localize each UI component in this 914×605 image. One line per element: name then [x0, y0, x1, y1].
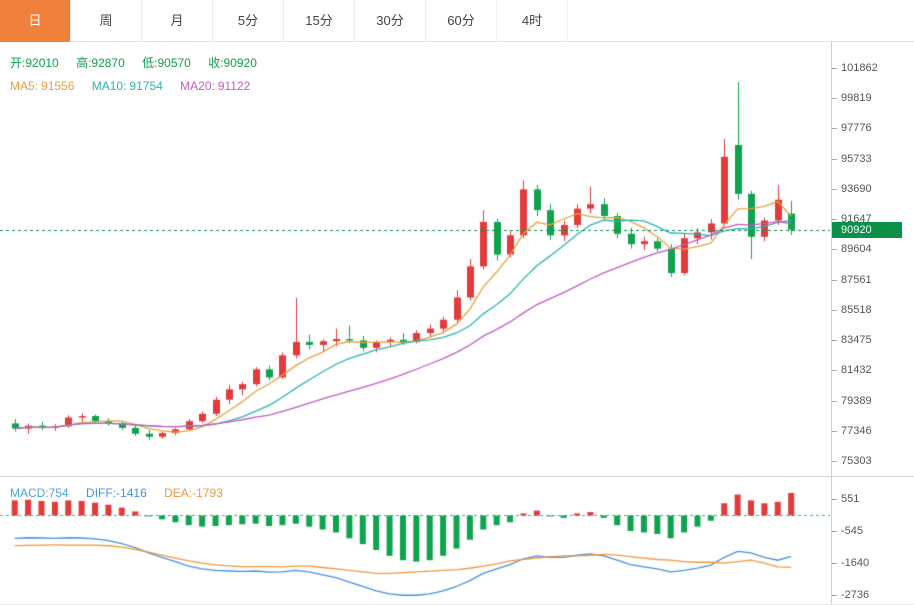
ma20-readout: MA20: 91122 [180, 79, 250, 93]
diff-readout: DIFF:-1416 [86, 486, 147, 500]
price-axis-label: 101862 [832, 61, 878, 75]
open-value: 92010 [25, 56, 59, 70]
close-value: 90920 [223, 56, 257, 70]
high-label: 高: [76, 56, 92, 70]
period-tab-8[interactable]: 4时 [497, 0, 568, 42]
macd-panel: MACD:754 DIFF:-1416 DEA:-1793 551 -545 -16… [0, 477, 914, 605]
macd-chart-canvas[interactable] [0, 477, 830, 604]
price-axis-label: 89604 [832, 242, 872, 256]
period-tab-2[interactable]: 周 [71, 0, 142, 42]
price-axis-label: 81432 [832, 363, 872, 377]
period-tab-1[interactable]: 日 [0, 0, 71, 42]
price-axis-label: 77346 [832, 424, 872, 438]
macd-axis-label: -545 [832, 524, 863, 538]
period-tab-7[interactable]: 60分 [426, 0, 497, 42]
macd-readout: MACD:754 DIFF:-1416 DEA:-1793 [10, 486, 237, 500]
open-label: 开: [10, 56, 26, 70]
open-readout: 开:92010 [10, 56, 59, 70]
low-value: 90570 [157, 56, 191, 70]
candlestick-chart-canvas[interactable] [0, 42, 830, 476]
close-readout: 收:90920 [208, 56, 257, 70]
price-axis-label: 75303 [832, 454, 872, 468]
dea-value: -1793 [192, 486, 223, 500]
close-label: 收: [208, 56, 224, 70]
price-axis-label: 79389 [832, 394, 872, 408]
price-axis: 101862 99819 97776 95733 93690 91647 89604 8756… [831, 42, 914, 476]
low-label: 低: [142, 56, 158, 70]
last-price-tag: 90920 [832, 221, 902, 238]
period-tab-5[interactable]: 15分 [284, 0, 355, 42]
ma20-value: 91122 [217, 79, 251, 93]
high-value: 92870 [91, 56, 125, 70]
ma10-label: MA10: [91, 79, 127, 93]
macd-axis-label: 551 [832, 492, 859, 506]
period-tabbar: 日周月 5分 15分 30分 60分 4时 [0, 0, 914, 42]
low-readout: 低:90570 [142, 56, 191, 70]
macd-value-readout: MACD:754 [10, 486, 69, 500]
diff-label: DIFF: [86, 486, 117, 500]
ma20-label: MA20: [180, 79, 215, 93]
main-chart-panel: 开:92010 高:92870 低:90570 收:90920 MA5: 9155… [0, 42, 914, 477]
ohlc-readout: 开:92010 高:92870 低:90570 收:90920 [10, 54, 271, 71]
ma5-readout: MA5: 91556 [10, 79, 74, 93]
ma-readout: MA5: 91556 MA10: 91754 MA20: 91122 [10, 79, 264, 93]
price-axis-label: 95733 [832, 152, 872, 166]
macd-value-axis: 551 -545 -1640 -2736 [831, 477, 914, 604]
macd-axis-label: -1640 [832, 556, 869, 570]
diff-value: -1416 [116, 486, 147, 500]
period-tab-6[interactable]: 30分 [355, 0, 426, 42]
ma10-readout: MA10: 91754 [92, 79, 163, 93]
price-axis-label: 93690 [832, 182, 872, 196]
macd-axis-label: -2736 [832, 588, 869, 602]
ma10-value: 91754 [129, 79, 163, 93]
high-readout: 高:92870 [76, 56, 125, 70]
price-axis-label: 87561 [832, 273, 872, 287]
price-axis-label: 85518 [832, 303, 872, 317]
dea-readout: DEA:-1793 [164, 486, 223, 500]
ma5-value: 91556 [41, 79, 75, 93]
dea-label: DEA: [164, 486, 193, 500]
ma5-label: MA5: [10, 79, 39, 93]
macd-label: MACD: [10, 486, 49, 500]
macd-value: 754 [48, 486, 69, 500]
price-axis-label: 83475 [832, 333, 872, 347]
price-axis-label: 97776 [832, 121, 872, 135]
period-tab-3[interactable]: 月 [142, 0, 213, 42]
chart-frame: 开:92010 高:92870 低:90570 收:90920 MA5: 9155… [0, 42, 914, 605]
period-tab-4[interactable]: 5分 [213, 0, 284, 42]
price-axis-label: 99819 [832, 91, 872, 105]
